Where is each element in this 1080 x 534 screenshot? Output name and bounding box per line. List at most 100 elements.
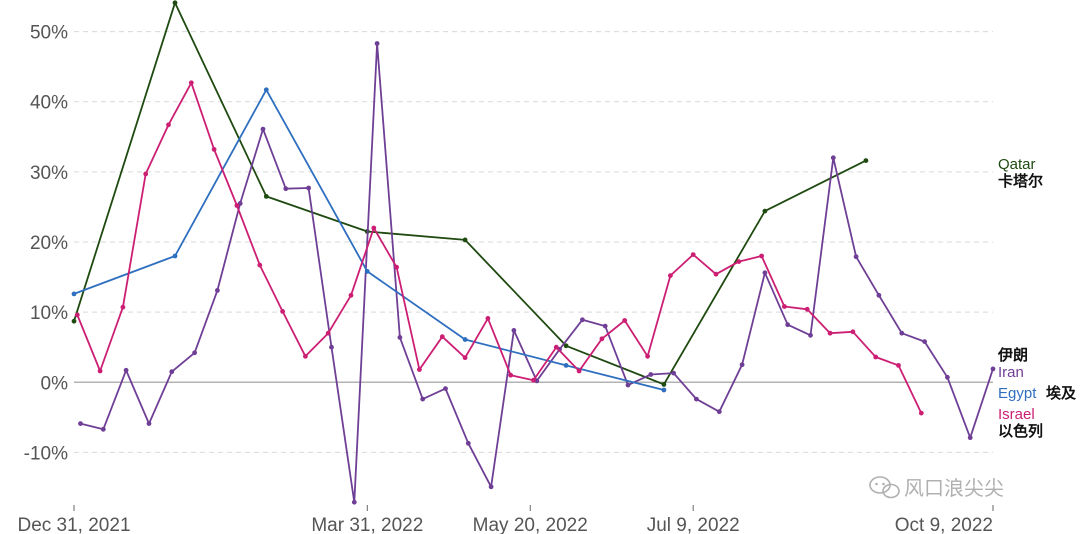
- wechat-icon: [869, 476, 900, 499]
- data-point-israel: [74, 312, 80, 318]
- data-point-israel: [736, 259, 742, 264]
- data-point-iran: [808, 332, 813, 338]
- data-point-egypt: [563, 363, 569, 368]
- y-tick-label: 20%: [30, 233, 68, 254]
- series-egypt: [71, 87, 667, 393]
- data-point-israel: [804, 306, 810, 312]
- data-point-egypt: [172, 253, 178, 259]
- data-point-iran: [648, 372, 654, 377]
- data-point-iran: [123, 367, 129, 373]
- series-layer: [71, 0, 996, 505]
- legend-label-egypt: Egypt: [998, 385, 1037, 402]
- data-point-iran: [830, 155, 836, 161]
- data-point-israel: [439, 334, 445, 340]
- data-point-israel: [462, 355, 468, 361]
- legend-label-iran: Iran: [998, 364, 1024, 381]
- data-point-israel: [668, 273, 673, 278]
- data-point-iran: [967, 435, 973, 441]
- data-point-israel: [143, 171, 149, 177]
- data-point-iran: [785, 322, 791, 328]
- data-point-israel: [508, 372, 514, 378]
- data-point-israel: [394, 264, 399, 270]
- watermark-text: 风口浪尖尖: [904, 477, 1004, 500]
- x-tick-label: Dec 31, 2021: [17, 515, 130, 534]
- data-point-israel: [576, 368, 582, 374]
- data-point-israel: [211, 147, 217, 152]
- legend-label-israel-cn: 以色列: [998, 422, 1043, 440]
- data-point-israel: [896, 363, 901, 368]
- series-israel: [74, 80, 924, 416]
- x-tick-label: Mar 31, 2022: [311, 515, 423, 534]
- legend: Qatar 卡塔尔 伊朗 Iran Egypt 埃及 Israel 以色列: [997, 156, 1077, 440]
- data-point-israel: [782, 304, 787, 309]
- legend-label-qatar: Qatar: [998, 156, 1036, 173]
- x-axis: Dec 31, 2021 Mar 31, 2022 May 20, 2022 Jul …: [17, 505, 994, 534]
- data-point-iran: [739, 362, 745, 368]
- data-point-egypt: [462, 337, 468, 342]
- legend-item-egypt: Egypt 埃及: [998, 384, 1077, 402]
- data-point-iran: [443, 386, 448, 391]
- data-point-israel: [531, 377, 536, 383]
- data-point-israel: [485, 316, 491, 321]
- data-point-qatar: [462, 237, 468, 243]
- data-point-israel: [827, 330, 833, 336]
- data-point-israel: [417, 367, 422, 372]
- legend-label-egypt-cn: 埃及: [1046, 384, 1077, 402]
- data-point-egypt: [263, 87, 269, 93]
- data-point-qatar: [863, 158, 869, 164]
- data-point-iran: [146, 421, 152, 426]
- data-point-iran: [283, 186, 289, 192]
- data-point-israel: [120, 304, 126, 310]
- data-point-israel: [234, 203, 240, 208]
- data-point-israel: [645, 353, 650, 359]
- data-point-iran: [78, 421, 83, 426]
- series-line-israel: [76, 81, 923, 414]
- data-point-qatar: [762, 208, 768, 214]
- y-tick-label: -10%: [24, 443, 68, 464]
- series-iran: [78, 41, 996, 505]
- data-point-iran: [215, 288, 220, 293]
- data-point-iran: [465, 440, 471, 446]
- data-point-israel: [325, 330, 331, 336]
- data-point-iran: [306, 185, 311, 191]
- data-point-qatar: [263, 194, 269, 199]
- data-point-iran: [671, 370, 676, 376]
- series-line-qatar: [73, 1, 867, 386]
- data-point-israel: [97, 368, 103, 374]
- data-point-israel: [599, 336, 605, 342]
- grid-lines: [74, 31, 993, 453]
- data-point-israel: [850, 329, 856, 335]
- data-point-israel: [918, 410, 924, 416]
- data-point-iran: [397, 335, 403, 340]
- data-point-israel: [690, 252, 696, 257]
- data-point-iran: [374, 41, 380, 46]
- data-point-iran: [762, 270, 768, 276]
- x-tick-label: Jul 9, 2022: [647, 515, 740, 534]
- legend-label-israel: Israel: [998, 406, 1035, 423]
- data-point-qatar: [661, 382, 667, 387]
- y-axis: -10% 0% 10% 20% 30% 40% 50%: [24, 23, 68, 465]
- data-point-israel: [280, 309, 285, 314]
- data-point-iran: [876, 292, 882, 298]
- data-point-iran: [853, 254, 859, 260]
- watermark: 风口浪尖尖: [869, 476, 1004, 500]
- data-point-israel: [622, 318, 628, 323]
- series-line-iran: [80, 42, 994, 504]
- data-point-iran: [488, 484, 494, 490]
- y-tick-label: 50%: [30, 23, 68, 44]
- data-point-israel: [873, 354, 879, 360]
- legend-item-iran: 伊朗 Iran: [997, 346, 1028, 381]
- data-point-qatar: [172, 0, 178, 6]
- data-point-iran: [602, 323, 608, 329]
- legend-item-qatar: Qatar 卡塔尔: [998, 156, 1043, 190]
- data-point-israel: [348, 292, 354, 298]
- data-point-iran: [329, 344, 334, 350]
- y-tick-label: 40%: [30, 93, 68, 114]
- series-qatar: [71, 0, 869, 387]
- data-point-iran: [625, 382, 631, 388]
- data-point-iran: [945, 374, 950, 380]
- data-point-israel: [713, 271, 719, 277]
- data-point-iran: [169, 369, 175, 375]
- x-tick-label: May 20, 2022: [473, 515, 588, 534]
